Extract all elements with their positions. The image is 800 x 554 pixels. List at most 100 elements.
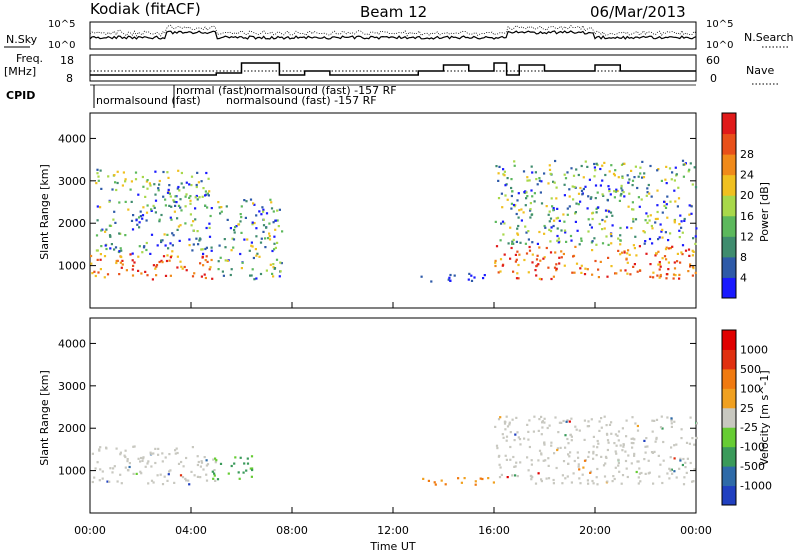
power-echo-cell — [535, 258, 539, 261]
velocity-echo-cell — [168, 453, 171, 456]
velocity-echo-cell — [161, 483, 165, 486]
power-echo-cell — [523, 191, 526, 194]
power-echo-cell — [200, 248, 203, 251]
power-echo-cell — [118, 201, 121, 204]
velocity-echo-cell — [614, 433, 617, 436]
velocity-echo-cell — [639, 480, 642, 483]
power-echo-cell — [660, 230, 663, 233]
power-echo-cell — [211, 277, 214, 280]
power-echo-cell — [581, 193, 584, 196]
velocity-echo-cell — [157, 453, 160, 456]
power-echo-cell — [241, 261, 244, 264]
velocity-echo-cell — [126, 469, 130, 472]
power-echo-cell — [166, 191, 170, 194]
power-colorbar-tick: 24 — [740, 169, 754, 182]
velocity-echo-cell — [203, 456, 206, 459]
velocity-echo-cell — [497, 418, 501, 421]
velocity-echo-cell — [678, 467, 681, 470]
velocity-echo-cell — [547, 477, 551, 480]
power-echo-cell — [572, 198, 575, 201]
power-echo-cell — [535, 274, 538, 277]
velocity-echo-cell — [633, 454, 636, 457]
power-echo-cell — [152, 264, 155, 267]
power-echo-cell — [184, 222, 187, 225]
power-echo-cell — [681, 159, 685, 162]
velocity-echo-cell — [185, 456, 188, 460]
velocity-echo-cell — [494, 425, 497, 428]
power-echo-cell — [566, 207, 569, 210]
velocity-echo-cell — [670, 425, 673, 428]
power-echo-cell — [218, 244, 221, 247]
power-echo-cell — [655, 252, 658, 255]
power-echo-cell — [255, 214, 258, 217]
power-echo-cell — [233, 231, 236, 234]
power-echo-cell — [119, 247, 122, 250]
power-echo-cell — [528, 179, 531, 182]
power-echo-cell — [558, 256, 561, 259]
velocity-colorbar-swatch — [722, 427, 736, 448]
power-echo-cell — [170, 218, 173, 221]
power-echo-cell — [198, 237, 202, 240]
power-echo-cell — [548, 228, 551, 231]
velocity-echo-cell — [538, 418, 541, 421]
velocity-echo-cell — [578, 477, 581, 480]
power-echo-cell — [514, 253, 517, 256]
power-echo-cell — [113, 174, 116, 177]
power-echo-cell — [141, 251, 144, 254]
velocity-echo-cell — [670, 419, 673, 422]
velocity-echo-cell — [91, 480, 94, 484]
power-echo-cell — [172, 199, 175, 202]
power-echo-cell — [229, 273, 232, 277]
velocity-echo-cell — [670, 417, 673, 420]
velocity-echo-cell — [427, 479, 430, 482]
power-echo-cell — [253, 222, 256, 225]
power-echo-cell — [506, 198, 509, 201]
velocity-echo-cell — [630, 441, 633, 445]
velocity-echo-cell — [169, 469, 172, 472]
power-echo-cell — [564, 231, 567, 234]
power-echo-cell — [681, 253, 684, 256]
x-tick-label: 12:00 — [377, 524, 409, 537]
velocity-echo-cell — [139, 470, 142, 473]
power-echo-cell — [145, 211, 149, 214]
power-echo-cell — [176, 255, 179, 258]
velocity-echo-cell — [566, 475, 569, 478]
velocity-echo-cell — [119, 453, 122, 456]
power-yticks: 1000 2000 3000 4000 — [58, 132, 696, 273]
velocity-echo-cell — [481, 477, 484, 481]
velocity-echo-cell — [583, 438, 586, 441]
velocity-echo-cell — [492, 481, 495, 484]
velocity-echo-cell — [684, 461, 687, 464]
power-echo-cell — [542, 257, 545, 260]
power-echo-cell — [281, 230, 284, 233]
velocity-echo-cell — [566, 419, 569, 422]
velocity-echo-cell — [460, 481, 463, 484]
power-echo-cell — [145, 248, 148, 252]
velocity-echo-cell — [670, 468, 673, 471]
power-echo-cell — [208, 268, 211, 271]
power-echo-cell — [670, 178, 673, 181]
power-echo-cell — [240, 267, 243, 270]
velocity-echo-cell — [187, 479, 190, 482]
power-echo-cell — [586, 207, 589, 210]
velocity-echo-cell — [615, 452, 618, 455]
power-echo-cell — [510, 178, 513, 181]
velocity-echo-cell — [606, 433, 609, 436]
power-echo-cell — [149, 184, 152, 187]
power-echo-cell — [124, 200, 127, 203]
power-echo-cell — [591, 211, 595, 214]
power-echo-cell — [130, 219, 134, 222]
power-echo-cell — [176, 217, 179, 220]
power-echo-cell — [617, 176, 620, 179]
velocity-echo-cell — [205, 473, 208, 476]
power-echo-cell — [694, 242, 697, 245]
power-echo-cell — [610, 242, 613, 245]
power-echo-cell — [132, 214, 135, 217]
power-echo-cell — [172, 234, 175, 237]
power-echo-cell — [627, 249, 630, 252]
power-echo-cell — [191, 275, 195, 278]
power-echo-cell — [115, 259, 118, 263]
power-echo-cell — [566, 213, 569, 216]
power-echo-cell — [678, 277, 681, 280]
power-echo-cell — [208, 222, 211, 225]
